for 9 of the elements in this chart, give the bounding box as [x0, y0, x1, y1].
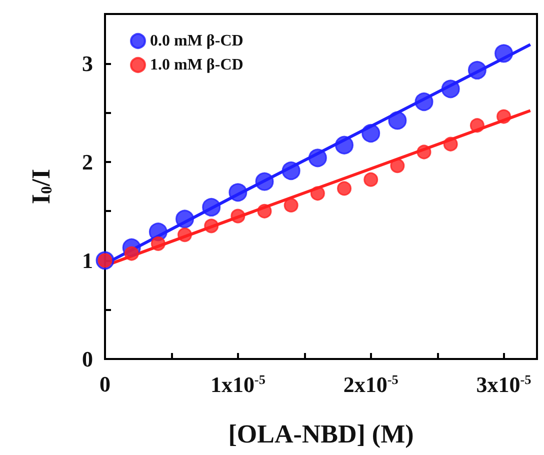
legend-label: 1.0 mM β-CD — [150, 56, 244, 74]
y-tick-label: 1 — [82, 248, 93, 273]
y-tick-label: 3 — [82, 50, 93, 76]
y-tick-label: 0 — [82, 346, 93, 372]
x-tick-label: 0 — [100, 372, 110, 396]
y-axis-title: I0/I — [26, 168, 56, 204]
y-tick-label: 2 — [82, 149, 93, 174]
x-axis-title: [OLA-NBD] (M) — [228, 420, 414, 448]
legend-label: 0.0 mM β-CD — [150, 32, 244, 50]
